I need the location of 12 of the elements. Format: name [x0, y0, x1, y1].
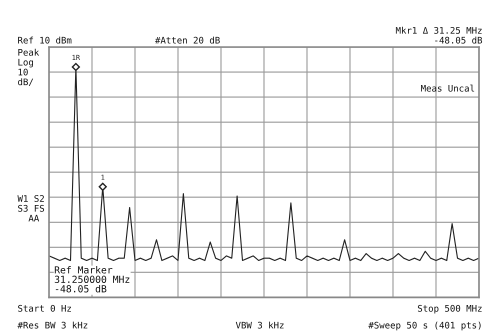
text: Start 0 Hz	[18, 304, 71, 312]
annotation: Ref Marker 31.250000 MHz -48.05 dB	[54, 266, 130, 292]
text: Stop 500 MHz	[418, 304, 482, 314]
annotation: Meas Uncal	[421, 84, 474, 92]
text: Peak Log 10 dB/	[18, 48, 40, 86]
text: Mkr1 Δ 31.25 MHz -48.05 dB	[396, 26, 482, 44]
text: #Sweep 50 s (401 pts)	[368, 322, 481, 330]
text: #Res BW 3 kHz	[18, 322, 88, 329]
text: Ref 10 dBm	[18, 36, 72, 44]
text: #Atten 20 dB	[155, 36, 220, 44]
text: W1 S2 S3 FS AA	[18, 195, 44, 222]
text: VBW 3 kHz	[236, 322, 284, 329]
